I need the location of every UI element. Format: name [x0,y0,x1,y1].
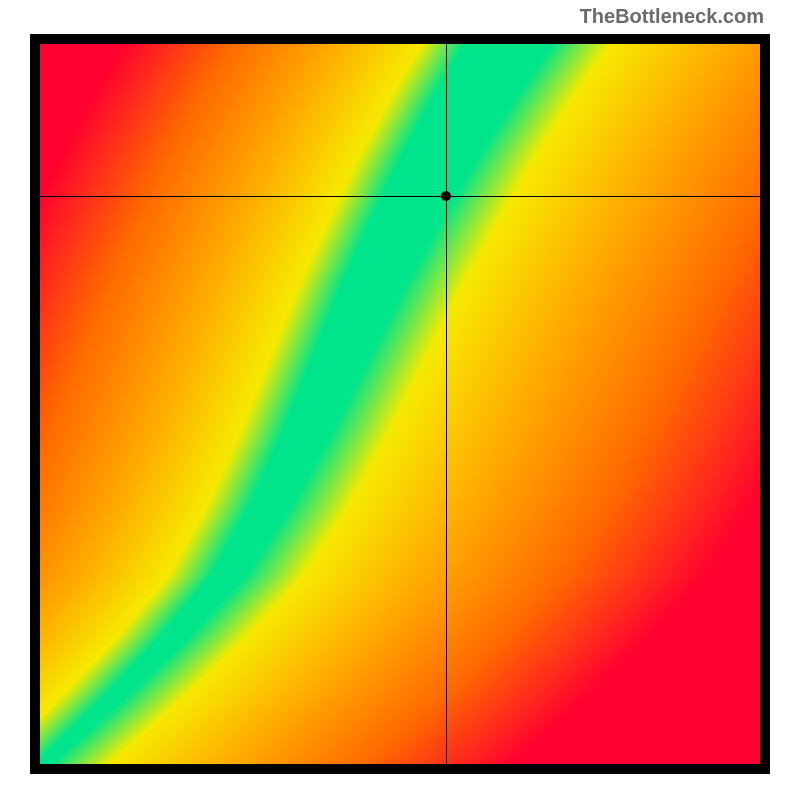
chart-area [40,44,760,764]
crosshair-marker [441,191,451,201]
attribution-text: TheBottleneck.com [580,6,764,29]
crosshair-horizontal [40,196,760,197]
crosshair-vertical [446,44,447,764]
heatmap-canvas [40,44,760,764]
chart-frame [30,34,770,774]
page-container: TheBottleneck.com [0,0,800,800]
